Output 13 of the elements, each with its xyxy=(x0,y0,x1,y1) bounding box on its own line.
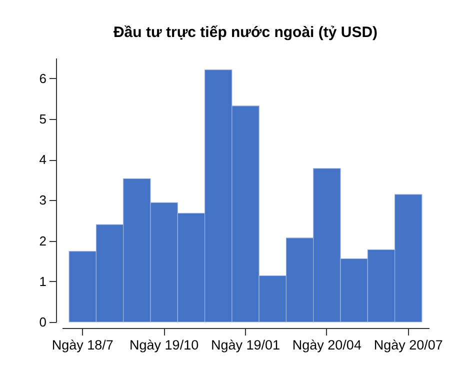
x-tick-label: Ngày 19/01 xyxy=(210,338,280,352)
y-tick-label: 4 xyxy=(39,152,46,168)
x-tick-label: Ngày 20/07 xyxy=(374,338,443,352)
x-tick-label: Ngày 18/7 xyxy=(52,338,114,352)
y-tick-label: 1 xyxy=(39,274,46,289)
y-tick-label: 2 xyxy=(39,233,46,248)
y-tick-label: 6 xyxy=(39,70,46,86)
x-tick-label: Ngày 20/04 xyxy=(292,338,362,352)
chart-title: Đầu tư trực tiếp nước ngoài (tỷ USD) xyxy=(113,24,378,41)
y-tick-label: 0 xyxy=(39,314,46,330)
x-tick-label: Ngày 19/10 xyxy=(130,338,199,352)
y-tick-label: 5 xyxy=(39,111,46,126)
y-tick-label: 3 xyxy=(39,192,46,208)
